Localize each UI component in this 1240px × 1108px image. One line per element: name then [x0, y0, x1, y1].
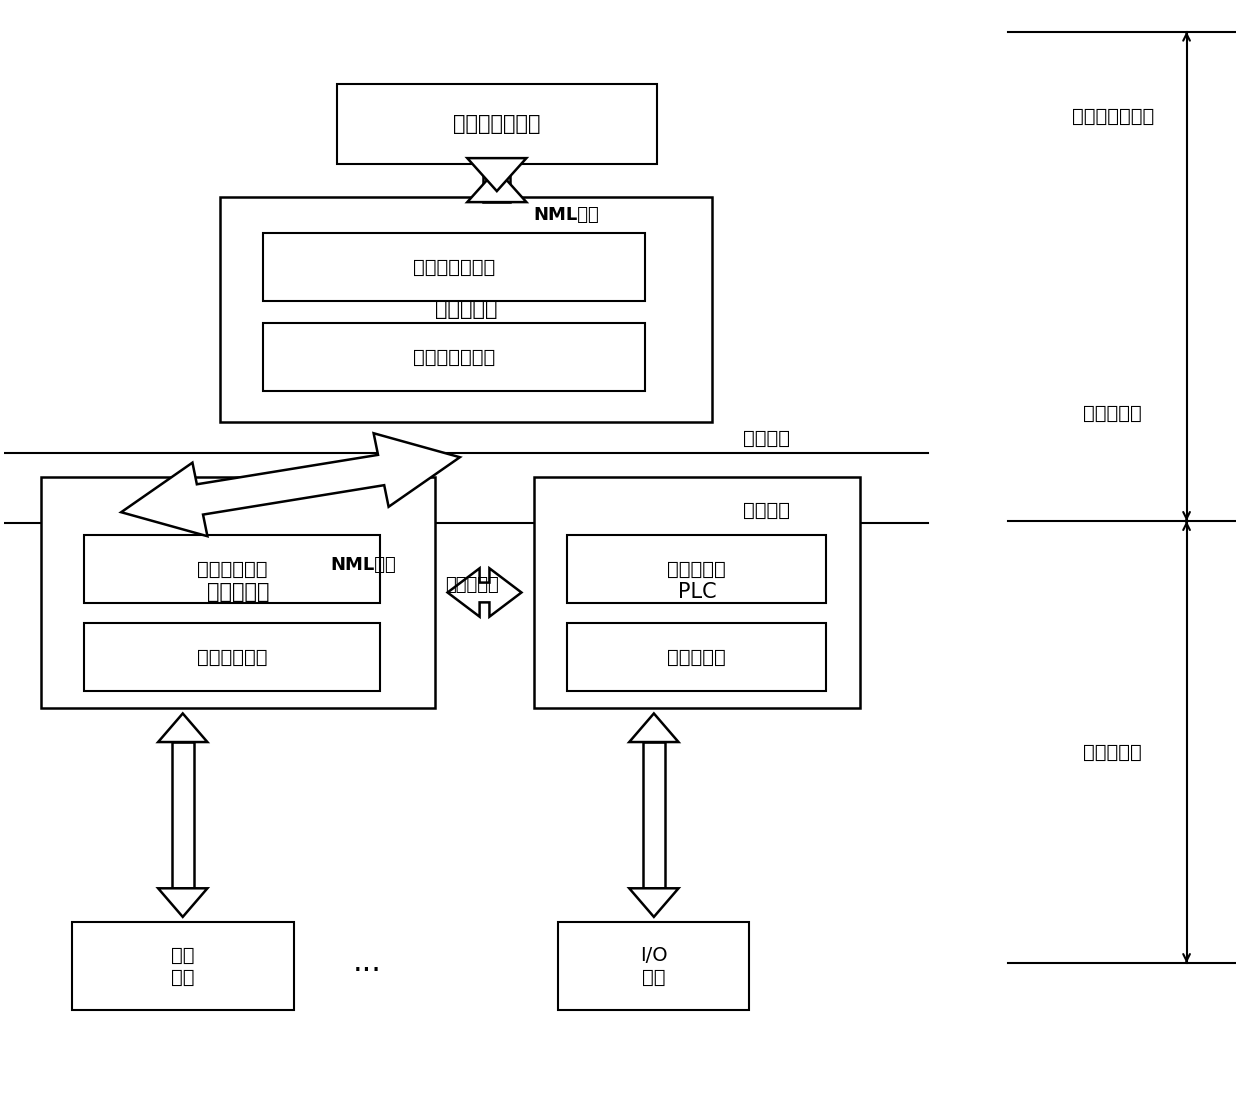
Bar	[219, 196, 712, 422]
Bar	[558, 922, 749, 1010]
Text: PLC: PLC	[678, 583, 717, 603]
Polygon shape	[159, 889, 207, 917]
Polygon shape	[467, 158, 527, 191]
Bar	[567, 535, 826, 604]
Text: 共享缓冲区: 共享缓冲区	[445, 576, 498, 594]
Bar	[642, 742, 665, 889]
Polygon shape	[159, 714, 207, 742]
Bar	[567, 624, 826, 691]
Text: 任务调度层: 任务调度层	[1084, 403, 1142, 423]
Polygon shape	[122, 433, 460, 536]
Polygon shape	[448, 568, 522, 617]
Text: ···: ···	[353, 957, 382, 986]
Text: 开关量控制: 开关量控制	[667, 648, 725, 667]
Text: 系统控制层: 系统控制层	[1084, 742, 1142, 761]
Bar	[72, 922, 294, 1010]
Bar	[533, 478, 861, 708]
Text: I/O
设备: I/O 设备	[640, 946, 667, 987]
Text: 运动轨迹控制: 运动轨迹控制	[197, 648, 268, 667]
Text: 任务控制器: 任务控制器	[435, 299, 497, 319]
Bar	[263, 324, 645, 391]
Bar	[484, 158, 511, 202]
Text: 用户空间: 用户空间	[743, 429, 790, 448]
Text: 图形用户接口层: 图形用户接口层	[1071, 106, 1153, 126]
Text: NML通道: NML通道	[331, 556, 397, 574]
Text: 各轴伺服控制: 各轴伺服控制	[197, 560, 268, 578]
Bar	[41, 478, 435, 708]
Text: 加工顺序控制器: 加工顺序控制器	[413, 348, 495, 367]
Text: 逻辑解释器: 逻辑解释器	[667, 560, 725, 578]
Text: 伺服
设备: 伺服 设备	[171, 946, 195, 987]
Polygon shape	[629, 889, 678, 917]
Text: 人机界面控制器: 人机界面控制器	[453, 114, 541, 134]
Bar	[171, 742, 193, 889]
Bar	[337, 84, 657, 164]
Polygon shape	[467, 170, 527, 202]
Text: NML通道: NML通道	[533, 206, 599, 224]
Bar	[84, 535, 379, 604]
Bar	[263, 233, 645, 301]
Text: 内核空间: 内核空间	[743, 501, 790, 520]
Bar	[84, 624, 379, 691]
Text: 加工程序解释器: 加工程序解释器	[413, 257, 495, 277]
Polygon shape	[629, 714, 678, 742]
Text: 运动控制器: 运动控制器	[207, 583, 269, 603]
